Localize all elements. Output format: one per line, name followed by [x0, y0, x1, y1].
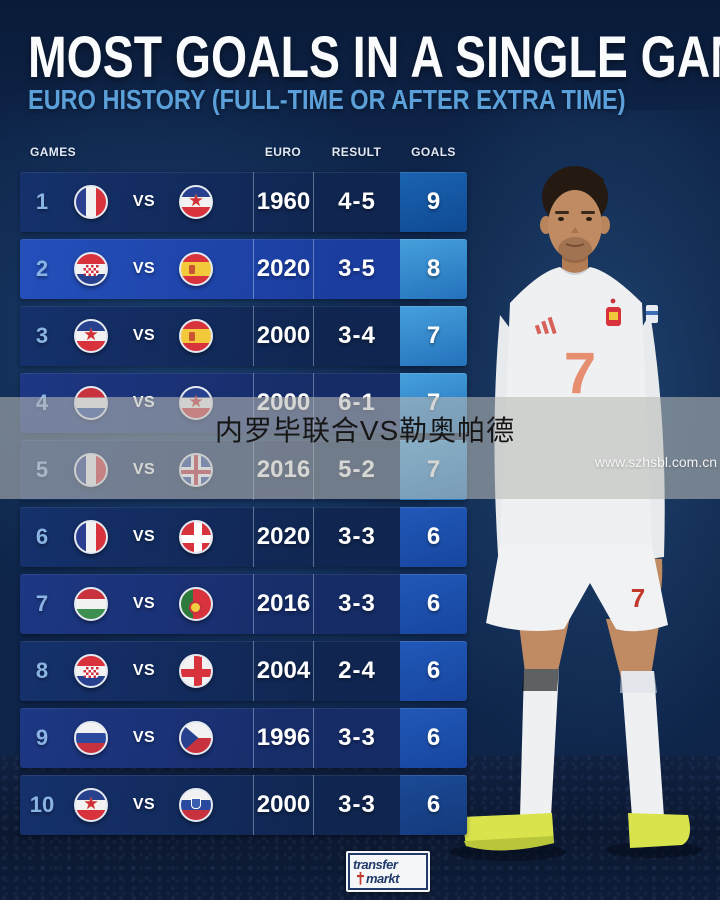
away-flag-icon — [179, 252, 213, 286]
table-rows: 1 VS 1960 4-5 9 2 VS 2020 3-5 8 3 VS 200… — [20, 172, 467, 835]
home-flag-icon — [74, 587, 108, 621]
rank-cell: 7 — [35, 591, 49, 616]
vs-label: VS — [132, 193, 156, 210]
home-flag-icon — [74, 721, 108, 755]
player-right-boot — [628, 813, 690, 848]
euro-cell: 1960 — [253, 172, 313, 232]
page-subtitle: EURO HISTORY (FULL-TIME OR AFTER EXTRA T… — [28, 84, 626, 115]
tm-figure-icon — [357, 871, 364, 885]
goals-cell: 9 — [400, 172, 467, 232]
away-flag-icon — [179, 788, 213, 822]
goals-cell: 6 — [400, 775, 467, 835]
table-row: 7 VS 2016 3-3 6 — [20, 574, 467, 634]
player-shorts — [486, 545, 668, 632]
result-cell: 4-5 — [313, 172, 400, 232]
away-flag-icon — [179, 319, 213, 353]
table-row: 9 VS 1996 3-3 6 — [20, 708, 467, 768]
euro-cell: 2004 — [253, 641, 313, 701]
euro-cell: 2020 — [253, 239, 313, 299]
player-shorts-number: 7 — [631, 583, 645, 613]
site-url-watermark: www.szhsbl.com.cn — [594, 454, 717, 470]
rank-cell: 3 — [35, 323, 49, 348]
rank-cell: 2 — [35, 256, 49, 281]
transfermarkt-logo-box: transfer markt — [348, 853, 428, 890]
table-row: 3 VS 2000 3-4 7 — [20, 306, 467, 366]
table-row: 8 VS 2004 2-4 6 — [20, 641, 467, 701]
page-title: MOST GOALS IN A SINGLE GAME — [28, 25, 720, 90]
rank-cell: 6 — [35, 524, 49, 549]
euro-cell: 2000 — [253, 775, 313, 835]
result-cell: 2-4 — [313, 641, 400, 701]
euro-cell: 2016 — [253, 574, 313, 634]
column-header-games: GAMES — [30, 145, 77, 159]
away-flag-icon — [179, 520, 213, 554]
away-flag-icon — [179, 587, 213, 621]
transfermarkt-line1: transfer — [353, 857, 398, 873]
home-flag-icon — [74, 520, 108, 554]
home-flag-icon — [74, 654, 108, 688]
vs-label: VS — [132, 528, 156, 545]
rank-cell: 10 — [29, 792, 55, 817]
goals-cell: 6 — [400, 574, 467, 634]
rank-cell: 1 — [35, 189, 49, 214]
player-shirt-number: 7 — [564, 341, 596, 406]
vs-label: VS — [132, 662, 156, 679]
table-row: 2 VS 2020 3-5 8 — [20, 239, 467, 299]
euro-cell: 1996 — [253, 708, 313, 768]
player-left-leg — [518, 617, 570, 680]
table-row: 10 VS 2000 3-3 6 — [20, 775, 467, 835]
result-cell: 3-3 — [313, 775, 400, 835]
result-cell: 3-3 — [313, 574, 400, 634]
rank-cell: 8 — [35, 658, 49, 683]
home-flag-icon — [74, 788, 108, 822]
home-flag-icon — [74, 252, 108, 286]
table-row: 6 VS 2020 3-3 6 — [20, 507, 467, 567]
away-flag-icon — [179, 185, 213, 219]
vs-label: VS — [132, 595, 156, 612]
vs-label: VS — [132, 327, 156, 344]
result-cell: 3-3 — [313, 507, 400, 567]
home-flag-icon — [74, 185, 108, 219]
player-right-sock — [621, 671, 664, 817]
player-left-sock — [520, 669, 559, 817]
vs-label: VS — [132, 260, 156, 277]
result-cell: 3-5 — [313, 239, 400, 299]
center-watermark-text: 内罗毕联合VS勒奥帕德 — [214, 415, 516, 446]
vs-label: VS — [132, 729, 156, 746]
vs-label: VS — [132, 796, 156, 813]
player-face — [548, 190, 602, 260]
transfermarkt-line2: markt — [366, 870, 399, 886]
away-flag-icon — [179, 654, 213, 688]
home-flag-icon — [74, 319, 108, 353]
adidas-logo — [534, 316, 557, 335]
column-header-result: RESULT — [331, 145, 382, 159]
column-header-goals: GOALS — [411, 145, 456, 159]
transfermarkt-logo: transfer markt — [346, 851, 430, 892]
rank-cell: 9 — [35, 725, 49, 750]
goals-cell: 8 — [400, 239, 467, 299]
euro-cell: 2000 — [253, 306, 313, 366]
table-row: 1 VS 1960 4-5 9 — [20, 172, 467, 232]
goals-cell: 6 — [400, 641, 467, 701]
column-header-euro: EURO — [264, 145, 302, 159]
player-right-leg — [606, 619, 660, 682]
goals-cell: 7 — [400, 306, 467, 366]
euro-cell: 2020 — [253, 507, 313, 567]
spain-crest — [606, 298, 621, 326]
watermark-overlay-band — [0, 397, 720, 499]
result-cell: 3-3 — [313, 708, 400, 768]
goals-cell: 6 — [400, 507, 467, 567]
goals-cell: 6 — [400, 708, 467, 768]
away-flag-icon — [179, 721, 213, 755]
player-photo: 7 7 — [450, 166, 702, 861]
result-cell: 3-4 — [313, 306, 400, 366]
